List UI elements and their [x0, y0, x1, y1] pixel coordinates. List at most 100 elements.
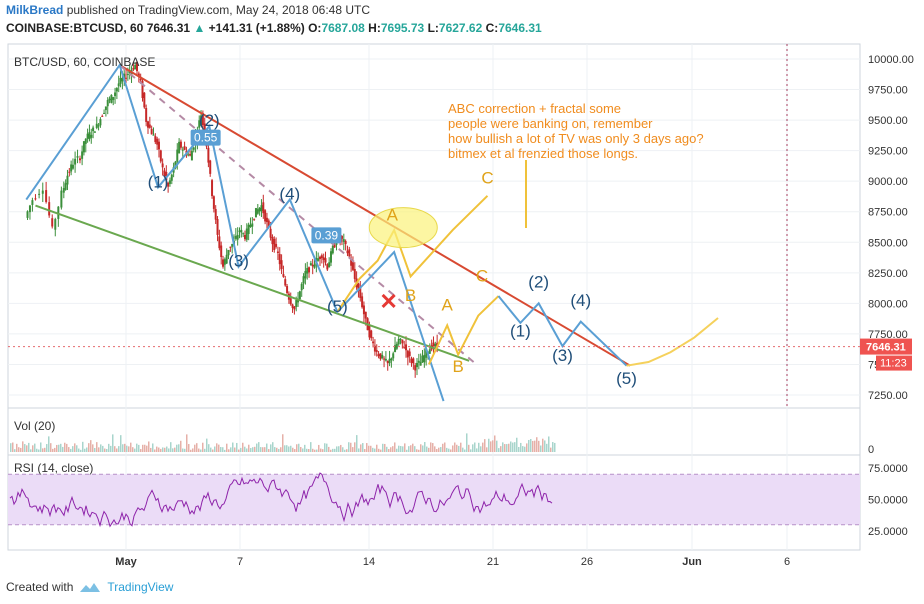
- candle-body: [181, 149, 184, 151]
- volume-bar: [110, 445, 112, 452]
- candle-body: [317, 258, 320, 261]
- volume-bar: [266, 443, 268, 452]
- candle-body: [240, 229, 243, 233]
- author-name[interactable]: MilkBread: [6, 3, 64, 17]
- annotation-line: bitmex et al frenzied those longs.: [448, 146, 638, 161]
- volume-bar: [136, 443, 138, 452]
- candle-body: [328, 262, 331, 268]
- footer-created: Created with: [6, 580, 74, 594]
- volume-bar: [448, 448, 450, 452]
- annotation-line: people were banking on, remember: [448, 116, 653, 131]
- volume-bar: [494, 435, 496, 452]
- candle-body: [251, 223, 254, 227]
- candle-body: [179, 141, 182, 148]
- highlight-ellipse[interactable]: [368, 207, 438, 249]
- volume-bar: [242, 442, 244, 452]
- open-value: 7687.08: [321, 21, 365, 35]
- volume-bar: [348, 442, 350, 452]
- annotation-line: how bullish a lot of TV was only 3 days …: [448, 131, 704, 146]
- candle-body: [156, 138, 159, 145]
- volume-bar: [512, 442, 514, 452]
- volume-bar: [12, 442, 14, 452]
- volume-bar: [58, 444, 60, 452]
- candle-body: [103, 112, 106, 114]
- volume-bar: [164, 447, 166, 452]
- footer: Created with TradingView: [6, 580, 173, 594]
- volume-bar: [478, 442, 480, 452]
- rsi-axis: 75.0000 50.0000 25.0000: [868, 463, 908, 538]
- candle-body: [342, 239, 345, 242]
- volume-bar: [374, 448, 376, 452]
- volume-bar: [192, 448, 194, 452]
- candle-body: [136, 61, 139, 72]
- candle-body: [183, 146, 186, 150]
- volume-bar: [92, 444, 94, 452]
- volume-bar: [40, 442, 42, 452]
- annotation-text[interactable]: ABC correction + fractal some people were…: [448, 101, 704, 161]
- candle-body: [176, 149, 179, 162]
- candle-body: [410, 358, 413, 364]
- abc-wave-projection[interactable]: [427, 295, 500, 365]
- candle-body: [392, 353, 395, 359]
- volume-bar: [44, 447, 46, 452]
- volume-bar: [166, 446, 168, 452]
- candle-body: [388, 358, 391, 364]
- candle-body: [273, 238, 276, 250]
- price-tick-label: 9500.00: [868, 115, 908, 127]
- volume-bar: [296, 444, 298, 452]
- price-axis[interactable]: 10000.00 9750.00 9500.00 9250.00 9000.00 8750…: [868, 54, 914, 402]
- elliott-projection-label: (1): [510, 321, 531, 340]
- candle-body: [223, 259, 226, 265]
- support-line[interactable]: [35, 204, 470, 362]
- footer-brand[interactable]: TradingView: [107, 580, 174, 594]
- volume-bar: [330, 449, 332, 452]
- candle-body: [62, 188, 65, 193]
- candle-body: [264, 210, 267, 222]
- volume-bar: [160, 448, 162, 452]
- candle-body: [324, 258, 327, 263]
- volume-bar: [496, 440, 498, 452]
- volume-bar: [142, 444, 144, 452]
- rsi-band: [8, 474, 860, 525]
- volume-bar: [400, 446, 402, 452]
- volume-bar: [314, 449, 316, 452]
- volume-bar: [274, 447, 276, 452]
- volume-bar: [124, 443, 126, 452]
- candle-body: [236, 234, 239, 240]
- candle-body: [419, 361, 422, 366]
- projection-curve[interactable]: [626, 317, 719, 367]
- low-value: 7627.62: [438, 21, 483, 35]
- volume-bar: [290, 445, 292, 452]
- symbol-name: COINBASE:BTCUSD, 60: [6, 21, 144, 35]
- high-value: 7695.73: [380, 21, 425, 35]
- candle-body: [84, 138, 87, 144]
- elliott-wave-past[interactable]: [25, 62, 445, 402]
- candle-body: [139, 78, 142, 81]
- volume-tick-label: 0: [868, 444, 874, 456]
- candle-body: [320, 255, 323, 259]
- volume-bar: [144, 444, 146, 452]
- volume-bar: [176, 444, 178, 452]
- volume-bar: [82, 441, 84, 452]
- volume-bar: [446, 447, 448, 452]
- volume-bar: [398, 445, 400, 452]
- volume-bar: [392, 446, 394, 452]
- elliott-wave-projection[interactable]: [497, 295, 628, 367]
- candle-body: [200, 115, 203, 126]
- candle-body: [313, 264, 316, 268]
- volume-bar: [376, 444, 378, 452]
- time-axis[interactable]: May 7 14 21 26 Jun 6: [115, 556, 790, 568]
- candle-body: [362, 305, 365, 315]
- volume-bar: [450, 449, 452, 452]
- candle-body: [167, 182, 170, 187]
- volume-bar: [96, 442, 98, 452]
- cross-mark-icon: [381, 293, 396, 308]
- volume-bar: [372, 447, 374, 452]
- volume-bar: [150, 447, 152, 452]
- volume-bar: [138, 444, 140, 452]
- volume-bar: [190, 449, 192, 452]
- volume-bar: [498, 448, 500, 452]
- abc-wave-label: B: [405, 286, 416, 305]
- candle-body: [405, 344, 408, 351]
